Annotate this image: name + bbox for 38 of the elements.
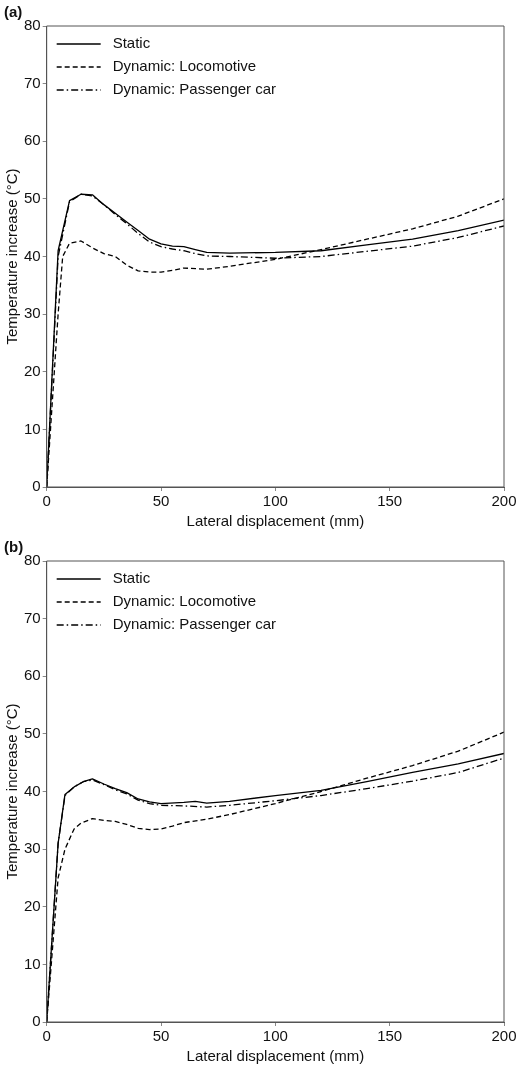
y-tick-label: 30 (24, 839, 41, 857)
y-tick-label: 10 (24, 419, 41, 437)
x-tick-label: 150 (377, 1027, 403, 1045)
x-tick-label: 50 (152, 1027, 170, 1045)
y-tick-label: 80 (24, 16, 41, 34)
y-tick-label: 80 (24, 551, 41, 569)
y-tick-label: 0 (32, 1012, 41, 1030)
chart-title: (b) (4, 538, 24, 556)
legend-label: Dynamic: Passenger car (112, 80, 277, 98)
x-tick-label: 50 (152, 492, 170, 510)
y-axis-title: Temperature increase (°C) (3, 168, 21, 345)
y-tick-label: 10 (24, 954, 41, 972)
y-tick-label: 40 (24, 781, 41, 799)
y-tick-label: 50 (24, 189, 41, 207)
x-axis-title: Lateral displacement (mm) (186, 1047, 365, 1065)
y-tick-label: 0 (32, 477, 41, 495)
y-tick-label: 70 (24, 73, 41, 91)
x-tick-label: 100 (262, 492, 288, 510)
y-tick-label: 30 (24, 304, 41, 322)
y-tick-label: 70 (24, 608, 41, 626)
y-tick-label: 20 (24, 361, 41, 379)
x-tick-label: 200 (491, 1027, 517, 1045)
legend-label: Dynamic: Locomotive (112, 592, 257, 610)
y-tick-label: 60 (24, 666, 41, 684)
x-tick-label: 100 (262, 1027, 288, 1045)
legend-label: Dynamic: Locomotive (112, 57, 257, 75)
y-tick-label: 20 (24, 896, 41, 914)
x-tick-label: 200 (491, 492, 517, 510)
legend-label: Static (112, 569, 151, 587)
y-tick-label: 40 (24, 246, 41, 264)
y-axis-title: Temperature increase (°C) (3, 703, 21, 880)
legend-label: Dynamic: Passenger car (112, 615, 277, 633)
legend-label: Static (112, 34, 151, 52)
x-axis-title: Lateral displacement (mm) (186, 512, 365, 530)
y-tick-label: 50 (24, 724, 41, 742)
y-tick-label: 60 (24, 131, 41, 149)
x-tick-label: 150 (377, 492, 403, 510)
chart-title: (a) (4, 3, 23, 21)
